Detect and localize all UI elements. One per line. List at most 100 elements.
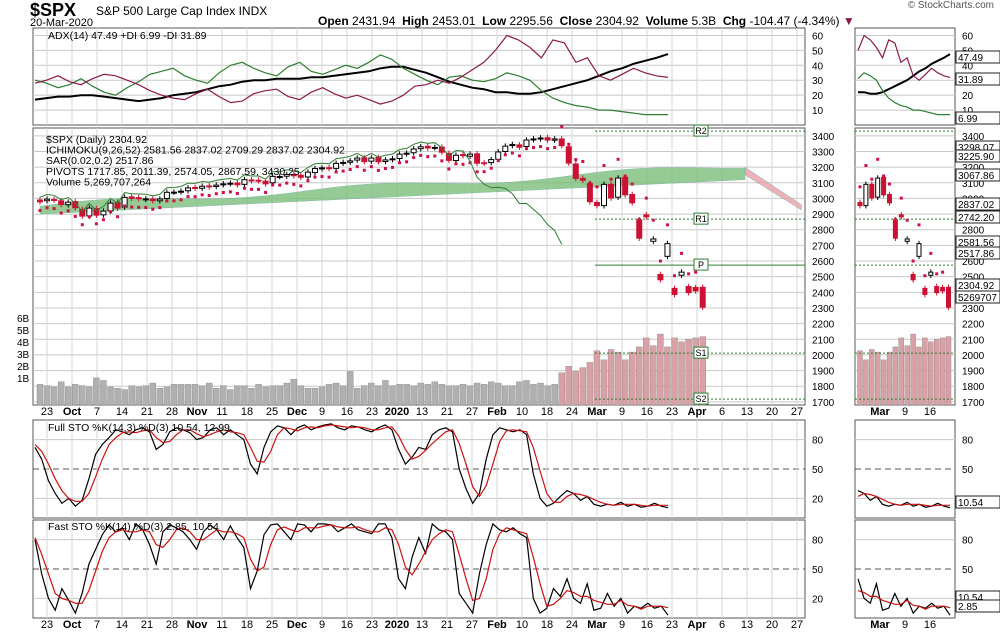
- volume-bar: [459, 384, 467, 406]
- adx-value-tag: 6.99: [958, 114, 978, 125]
- price-value-tag: 5269707: [958, 293, 997, 304]
- volume-bar: [57, 381, 65, 406]
- x-tick-label: 23: [666, 619, 678, 631]
- sar-dot: [144, 206, 148, 210]
- candle-body: [445, 152, 452, 161]
- volume-bar: [170, 384, 178, 406]
- x-tick-label: 9: [319, 619, 325, 631]
- candle-body: [685, 286, 692, 294]
- candle-body: [467, 153, 474, 157]
- sar-dot: [680, 251, 684, 255]
- x-tick-label: 23: [366, 619, 378, 631]
- price-mini-tick-label: 2500: [962, 273, 985, 284]
- x-tick-label: Dec: [287, 619, 307, 631]
- volume-bar: [354, 388, 361, 406]
- volume-bar: [339, 385, 347, 406]
- volume-bar: [438, 384, 446, 406]
- adx-tick-label: 30: [812, 76, 824, 87]
- volume-bar: [191, 384, 199, 406]
- volume-bar: [347, 371, 354, 406]
- mini-candle-body: [928, 271, 934, 276]
- copyright: © StockCharts.com: [907, 0, 994, 11]
- x-tick-label: 9: [319, 406, 325, 418]
- pivot-label-s2: S2: [695, 394, 706, 404]
- candle-body: [297, 174, 304, 178]
- adx-tick-label: 60: [812, 31, 824, 42]
- x-tick-label: 27: [466, 406, 478, 418]
- x-tick-label: Mar: [587, 619, 607, 631]
- price-legend-line: Volume 5,269,707,264: [46, 176, 151, 188]
- candle-body: [488, 159, 495, 164]
- adx-tick-label: 40: [812, 61, 824, 72]
- volume-bar: [424, 384, 431, 406]
- candle-body: [213, 184, 220, 188]
- sar-dot: [221, 190, 225, 194]
- candle-body: [269, 175, 276, 184]
- x-tick-label: Oct: [63, 619, 82, 631]
- price-tick-label: 2700: [812, 241, 835, 252]
- price-mini-tick-label: 2100: [962, 335, 985, 346]
- mini-candle-body: [875, 177, 881, 198]
- sar-dot: [285, 181, 289, 185]
- sar-dot: [609, 177, 613, 181]
- x-tick-label: Nov: [187, 619, 209, 631]
- price-value-tag: 3067.86: [958, 171, 995, 182]
- candle-body: [692, 286, 699, 292]
- candle-body: [86, 207, 93, 217]
- mini-full-sto-k-line: [857, 490, 951, 509]
- sar-dot: [391, 165, 394, 169]
- candle-body: [509, 143, 516, 147]
- mini-volume-bar: [869, 349, 875, 406]
- candle-body: [516, 144, 523, 148]
- sar-dot: [602, 164, 606, 168]
- volume-bar: [93, 377, 100, 406]
- sar-dot: [673, 274, 676, 278]
- volume-bar: [114, 388, 121, 406]
- price-mini-tick-label: 3400: [962, 132, 985, 143]
- volume-bar: [311, 388, 319, 406]
- fast-sto-tick-label: 20: [812, 594, 824, 605]
- candle-body: [572, 163, 579, 179]
- mini-candle-body: [869, 183, 875, 199]
- mini-candle-body: [946, 286, 951, 308]
- x-tick-label: Oct: [63, 406, 82, 418]
- volume-bar: [276, 385, 283, 406]
- pivot-tag-s1: [693, 346, 709, 359]
- candle-body: [586, 183, 593, 203]
- volume-bar: [403, 384, 410, 406]
- candle-body: [340, 161, 347, 164]
- sar-dot: [503, 153, 507, 157]
- price-value-tag: 3225.90: [958, 152, 995, 163]
- candle-body: [248, 179, 255, 182]
- price-value-tag: 2742.20: [958, 213, 995, 224]
- sar-dot: [475, 170, 479, 174]
- mini-sar-dot: [876, 157, 880, 161]
- x-tick-label: 14: [116, 619, 128, 631]
- sar-dot: [426, 155, 430, 159]
- volume-bar: [537, 382, 544, 406]
- mini-x-tick-label: 9: [902, 406, 908, 418]
- minus-di-line: [34, 34, 669, 105]
- sar-dot: [207, 193, 211, 197]
- candle-body: [474, 153, 481, 164]
- candle-body: [128, 196, 135, 199]
- ichimoku-lagging-span: [39, 141, 563, 245]
- adx-tick-label: 10: [812, 106, 824, 117]
- volume-bar: [234, 385, 241, 406]
- x-tick-label: 25: [266, 406, 278, 418]
- candle-body: [636, 219, 643, 239]
- candle-body: [481, 162, 488, 165]
- volume-bar: [72, 384, 79, 406]
- volume-bar: [156, 388, 164, 406]
- sar-dot: [52, 207, 56, 211]
- sar-dot: [616, 157, 620, 161]
- candle-body: [227, 182, 234, 185]
- mini-candle-body: [910, 273, 916, 281]
- pivot-label-r1: R1: [695, 214, 707, 224]
- candle-body: [170, 191, 177, 194]
- volume-bar: [142, 385, 149, 406]
- sar-dot: [644, 196, 648, 200]
- pivot-label-p: P: [698, 260, 704, 270]
- adx-mini-tick-label: 40: [962, 61, 974, 72]
